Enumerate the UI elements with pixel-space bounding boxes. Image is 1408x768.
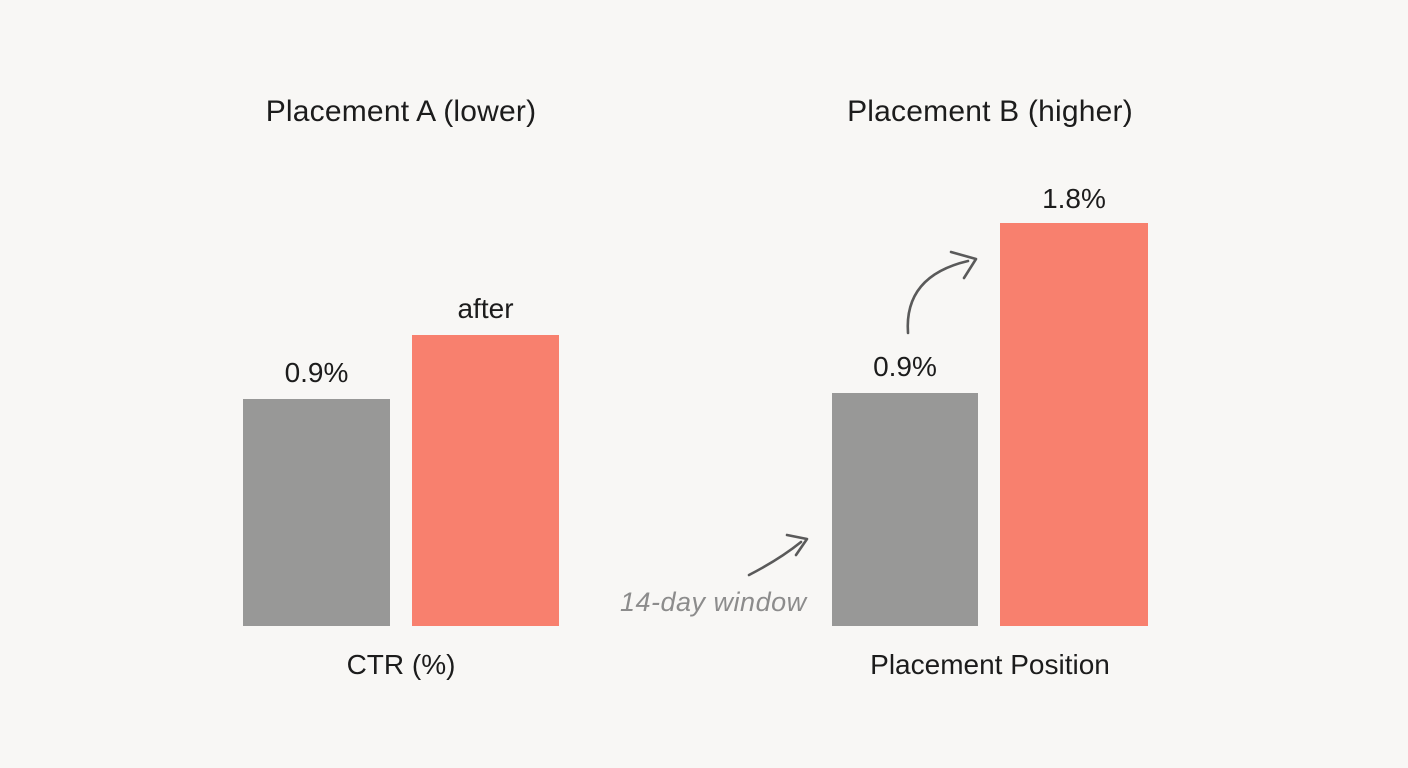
annotation-arrow-icon bbox=[747, 533, 809, 577]
panel-b-before-bar-value-label: 0.9% bbox=[873, 351, 937, 382]
panel-b-after-bar bbox=[1000, 223, 1148, 626]
panel-a-after-bar bbox=[412, 335, 559, 626]
panel-a-title: Placement A (lower) bbox=[265, 95, 537, 128]
panel-b-before-bar bbox=[832, 393, 978, 626]
panel-a-after-bar-label: after bbox=[457, 293, 514, 324]
panel-b-after-bar-value-label: 1.8% bbox=[1042, 183, 1106, 214]
panel-b-axis-label: Placement Position bbox=[870, 649, 1110, 680]
panel-a-axis-label: CTR (%) bbox=[346, 649, 456, 680]
increase-arrow-icon bbox=[906, 250, 978, 335]
panel-a-before-bar-value-label: 0.9% bbox=[284, 357, 349, 388]
panel-b-title: Placement B (higher) bbox=[847, 95, 1133, 128]
panel-a-before-bar bbox=[243, 399, 390, 626]
annotation-14-day-window: 14-day window bbox=[620, 587, 807, 617]
